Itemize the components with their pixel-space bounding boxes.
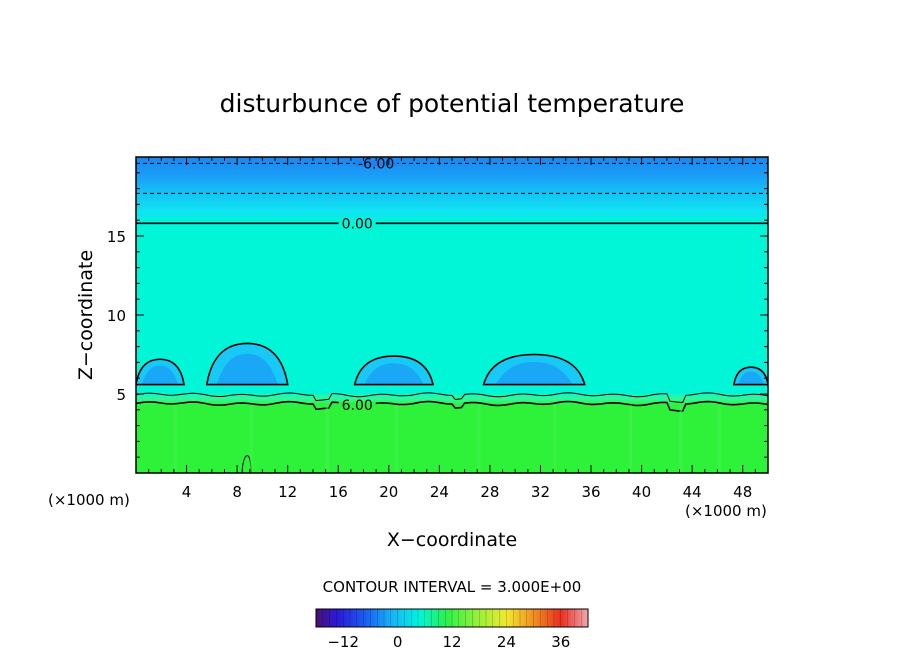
cold-bubble-contour	[482, 353, 586, 386]
chart-title: disturbunce of potential temperature	[220, 89, 685, 118]
streak	[477, 405, 481, 473]
contour-interval-note: CONTOUR INTERVAL = 3.000E+00	[323, 578, 582, 596]
x-unit-right: (×1000 m)	[685, 502, 767, 520]
y-tick-label: 5	[116, 386, 126, 404]
cold-bubble-core	[216, 353, 278, 385]
colorbar-tick-label: 0	[393, 633, 403, 651]
streak	[325, 405, 329, 473]
streak	[717, 405, 721, 473]
cold-bubble-core	[737, 371, 764, 385]
x-tick-label: 8	[232, 483, 242, 501]
streak	[173, 405, 177, 473]
cold-bubble-contour	[205, 342, 289, 386]
y-axis: 5 10 15	[107, 172, 768, 458]
contour-label: 6.00	[342, 398, 373, 414]
x-tick-label: 20	[379, 483, 398, 501]
x-tick-label: 12	[278, 483, 297, 501]
colorbar-fill	[315, 608, 589, 628]
streak	[628, 405, 632, 473]
streak	[249, 405, 253, 473]
contour-label-gap	[355, 160, 398, 167]
x-tick-label: 24	[430, 483, 449, 501]
x-tick-label: 48	[733, 483, 752, 501]
x-tick-label: 40	[632, 483, 651, 501]
x-unit-left: (×1000 m)	[48, 491, 130, 509]
x-tick-label: 36	[581, 483, 600, 501]
cold-bubble-contour	[353, 355, 435, 386]
contour-layer	[136, 162, 768, 473]
cold-bubble-contour	[732, 366, 768, 386]
colorbar-tick-label: 36	[551, 633, 570, 651]
contour-pos3	[136, 392, 768, 404]
contour-label-gap	[338, 220, 376, 227]
cold-bubble-layer	[136, 342, 768, 386]
x-tick-label: 4	[182, 483, 192, 501]
colorbar-tick-label: −12	[327, 633, 359, 651]
temperature-field	[136, 157, 768, 473]
streak	[553, 405, 557, 473]
y-tick-label: 15	[107, 228, 126, 246]
x-tick-label: 32	[531, 483, 550, 501]
x-tick-label: 28	[480, 483, 499, 501]
x-axis: 4 8 12 16 20 24 28 32 36 40 44 48	[148, 157, 756, 501]
cold-bubble-core	[495, 362, 573, 385]
colorbar-tick-label: 12	[442, 633, 461, 651]
colorbar: −12 0 12 24 36	[315, 608, 589, 651]
x-axis-label: X−coordinate	[387, 529, 517, 551]
contour-label-layer: -6.00 0.00 6.00	[338, 156, 398, 414]
cold-bubble-core	[141, 365, 179, 385]
x-tick-label: 16	[329, 483, 348, 501]
plot-area	[136, 157, 768, 473]
contour-pos6	[136, 400, 768, 412]
x-tick-label: 44	[683, 483, 702, 501]
contour-label: -6.00	[358, 156, 394, 172]
low-level-streaks	[173, 405, 721, 473]
streak	[395, 405, 399, 473]
cold-bubble-core	[364, 363, 424, 385]
colorbar-divisions	[322, 609, 582, 627]
contour-label-gap	[338, 402, 376, 409]
colorbar-tick-labels: −12 0 12 24 36	[327, 633, 570, 651]
y-axis-label: Z−coordinate	[75, 250, 97, 380]
y-tick-label: 10	[107, 307, 126, 325]
contour-label: 0.00	[342, 216, 373, 232]
colorbar-tick-label: 24	[497, 633, 516, 651]
streak	[679, 405, 683, 473]
cold-bubble-contour	[136, 358, 185, 386]
